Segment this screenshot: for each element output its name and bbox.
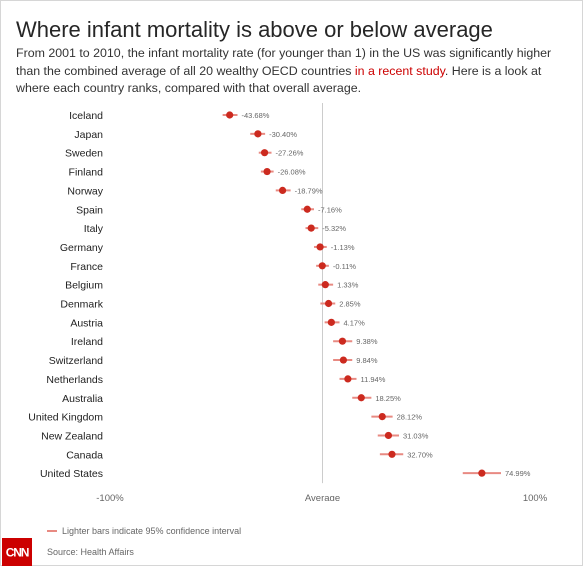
data-point — [344, 375, 352, 383]
data-point — [263, 167, 271, 176]
data-point — [318, 262, 326, 270]
value-label: 32.70% — [407, 450, 433, 459]
value-label: -18.79% — [295, 186, 323, 195]
value-label: 4.17% — [344, 318, 366, 327]
data-point — [260, 149, 269, 157]
country-label: Canada — [66, 449, 103, 461]
country-label: Sweden — [65, 148, 103, 160]
subtitle-text-after: . Here is a look at where each country r… — [16, 63, 542, 96]
country-label: Italy — [84, 223, 104, 235]
value-label: -7.16% — [318, 205, 342, 214]
country-label: Germany — [60, 242, 104, 254]
value-label: -27.26% — [276, 149, 304, 158]
country-label: Spain — [76, 204, 103, 216]
data-point — [327, 318, 335, 326]
value-label: 74.99% — [505, 469, 531, 478]
data-point — [384, 431, 393, 440]
data-point — [321, 281, 329, 289]
data-point — [254, 130, 262, 138]
data-point — [357, 394, 365, 402]
data-point — [324, 299, 333, 308]
country-label: United States — [40, 468, 103, 480]
value-label: -5.32% — [322, 224, 346, 233]
legend-label: Lighter bars indicate 95% confidence int… — [62, 526, 242, 536]
data-point — [226, 111, 234, 119]
data-point — [338, 337, 347, 345]
x-tick-label: Average — [305, 493, 340, 501]
country-label: Finland — [69, 167, 104, 179]
value-label: -43.68% — [242, 111, 270, 120]
country-label: Japan — [74, 129, 103, 141]
cnn-logo: CNN — [2, 538, 32, 566]
data-point — [339, 356, 348, 364]
subtitle-text-before: From 2001 to 2010, the infant mortality … — [16, 46, 552, 78]
value-label: 28.12% — [397, 413, 423, 422]
country-label: United Kingdom — [28, 412, 103, 424]
x-tick-label: -100% — [96, 493, 124, 501]
source-note: Source: Health Affairs — [47, 547, 134, 557]
value-label: -26.08% — [278, 168, 306, 177]
chart-title: Where infant mortality is above or below… — [16, 17, 493, 42]
country-label: New Zealand — [41, 430, 103, 442]
data-point — [303, 205, 311, 213]
value-label: 11.94% — [361, 375, 386, 384]
data-point — [316, 243, 324, 251]
dot-plot: Iceland -43.68% Japan -30.40% Sweden -27.26% F… — [28, 103, 548, 501]
data-point — [478, 469, 486, 477]
value-label: 1.33% — [337, 281, 359, 290]
country-label: Belgium — [65, 280, 103, 292]
value-label: 2.85% — [339, 300, 361, 309]
value-label: -0.11% — [333, 262, 357, 271]
country-label: Ireland — [71, 336, 103, 348]
data-point — [307, 224, 315, 232]
country-label: Austria — [70, 317, 103, 329]
confidence-interval-swatch — [47, 530, 57, 532]
cnn-logo-mark: CNN — [6, 546, 30, 560]
data-point — [278, 186, 287, 194]
country-label: Denmark — [60, 299, 103, 311]
data-point — [378, 413, 386, 421]
country-label: Iceland — [69, 110, 103, 122]
data-point — [388, 450, 396, 458]
value-label: -1.13% — [331, 243, 355, 252]
country-label: Australia — [62, 393, 103, 405]
study-link[interactable]: in a recent study — [354, 63, 445, 78]
value-label: 31.03% — [403, 431, 429, 440]
country-label: Norway — [67, 185, 103, 197]
legend: Lighter bars indicate 95% confidence int… — [47, 526, 241, 536]
value-label: 9.38% — [356, 337, 378, 346]
country-label: France — [70, 261, 103, 273]
chart-subtitle: From 2001 to 2010, the infant mortality … — [16, 45, 576, 98]
value-label: -30.40% — [269, 130, 297, 139]
x-tick-label: 100% — [523, 493, 548, 501]
value-label: 9.84% — [356, 356, 378, 365]
country-label: Switzerland — [49, 355, 103, 367]
value-label: 18.25% — [375, 394, 401, 403]
country-label: Netherlands — [46, 374, 103, 386]
svg-text:CNN: CNN — [6, 546, 29, 560]
